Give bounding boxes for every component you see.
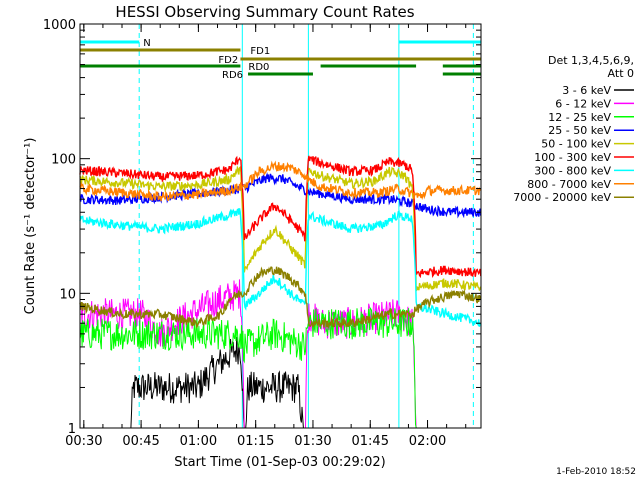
legend-item: 800 - 7000 keV — [527, 178, 634, 191]
x-axis: 00:30 00:45 01:00 01:15 01:30 01:45 02:00 — [65, 24, 467, 449]
x-tick-label: 02:00 — [409, 434, 446, 449]
legend-label: 6 - 12 keV — [555, 97, 611, 110]
legend-item: 300 - 800 keV — [534, 164, 634, 177]
flag-rd6: RD6 — [222, 70, 481, 81]
x-tick-label: 01:45 — [352, 434, 389, 449]
flag-rd0: RD0 — [80, 62, 481, 73]
series-line — [79, 207, 482, 327]
legend-label: 300 - 800 keV — [534, 164, 611, 177]
series-4 — [79, 165, 482, 292]
legend-header: Att 0 — [608, 67, 634, 80]
y-tick-label: 10 — [59, 287, 76, 302]
series-line — [79, 279, 481, 429]
series-5 — [79, 155, 482, 279]
chart-title: HESSI Observing Summary Count Rates — [115, 3, 414, 21]
x-tick-label: 01:00 — [180, 434, 217, 449]
series-line — [79, 160, 482, 202]
y-tick-label: 1000 — [43, 18, 76, 33]
legend-label: 3 - 6 keV — [562, 84, 611, 97]
x-tick-label: 00:30 — [65, 434, 102, 449]
legend-item: 3 - 6 keV — [562, 84, 634, 97]
flag-label: FD1 — [250, 46, 270, 57]
series-6 — [79, 207, 482, 327]
legend-label: 7000 - 20000 keV — [513, 191, 611, 204]
legend-label: 800 - 7000 keV — [527, 178, 611, 191]
legend-label: 12 - 25 keV — [548, 111, 611, 124]
flag-label: RD6 — [222, 70, 243, 81]
x-tick-label: 01:30 — [294, 434, 331, 449]
series-line — [79, 155, 482, 279]
x-tick-label: 01:15 — [237, 434, 274, 449]
series-line — [79, 266, 482, 329]
legend-item: 50 - 100 keV — [541, 138, 634, 151]
legend-label: 50 - 100 keV — [541, 138, 611, 151]
legend-item: 12 - 25 keV — [548, 111, 634, 124]
flag-label: FD2 — [218, 55, 238, 66]
series-line — [79, 165, 482, 292]
series-2 — [79, 306, 481, 429]
series-8 — [79, 266, 482, 329]
series-layer — [79, 155, 482, 429]
flag-label: RD0 — [248, 62, 269, 73]
y-tick-label: 1 — [68, 422, 76, 437]
series-line — [80, 336, 481, 429]
series-1 — [79, 279, 481, 429]
x-axis-label: Start Time (01-Sep-03 00:29:02) — [174, 455, 385, 470]
y-tick-label: 100 — [51, 153, 76, 168]
series-0 — [80, 336, 481, 429]
legend-label: 100 - 300 keV — [534, 151, 611, 164]
flag-label: N — [143, 38, 150, 49]
y-axis-label: Count Rate (s⁻¹ detector⁻¹) — [23, 138, 38, 315]
legend-item: 25 - 50 keV — [548, 124, 634, 137]
flags-layer: N FD1 FD2 RD0 RD6 — [80, 38, 481, 81]
timestamp: 1-Feb-2010 18:52 — [556, 467, 636, 477]
legend-label: 25 - 50 keV — [548, 124, 611, 137]
legend-header: Det 1,3,4,5,6,9, — [548, 54, 634, 67]
series-line — [79, 306, 481, 429]
y-axis: 1 10 100 1000 — [43, 18, 481, 437]
plot-frame — [79, 23, 482, 429]
flag-fd2: FD2 — [218, 55, 481, 66]
x-tick-label: 00:45 — [122, 434, 159, 449]
series-7 — [79, 160, 482, 202]
legend-item: 7000 - 20000 keV — [513, 191, 634, 204]
flag-n: N — [80, 38, 481, 49]
legend-item: 6 - 12 keV — [555, 97, 634, 110]
flag-fd1: FD1 — [80, 46, 270, 57]
legend-item: 100 - 300 keV — [534, 151, 634, 164]
